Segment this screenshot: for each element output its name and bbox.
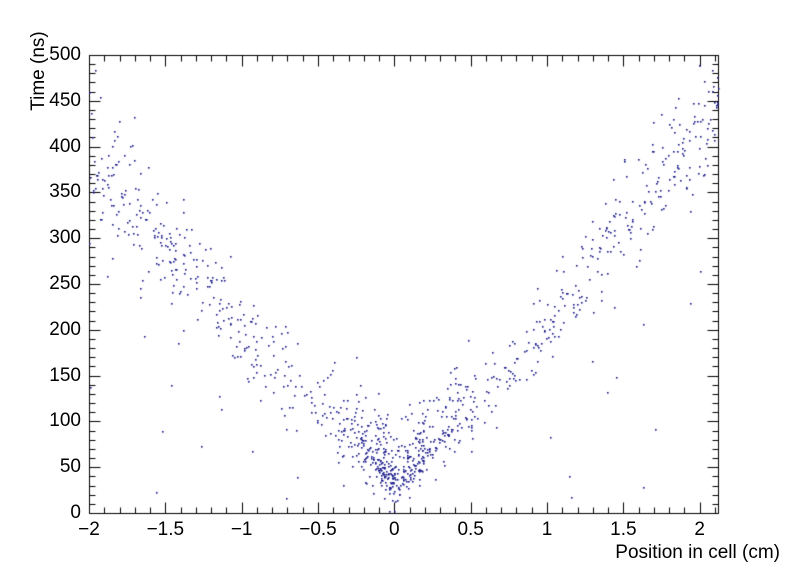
y-axis-title: Time (ns) [28, 31, 49, 111]
x-tick-label: 1 [541, 519, 553, 540]
x-tick-label: 0 [389, 519, 400, 540]
y-tick-label: 400 [49, 135, 81, 157]
x-axis-title: Position in cell (cm) [615, 542, 780, 563]
x-tick-label: −0.5 [299, 519, 337, 540]
y-tick-label: 100 [49, 410, 81, 432]
x-tick-label: −1.5 [146, 519, 185, 540]
x-tick-label: −2 [78, 519, 100, 540]
y-tick-label: 350 [49, 181, 81, 203]
x-tick-label: 2 [694, 519, 705, 540]
x-tick-label: 1.5 [610, 519, 637, 540]
y-tick-label: 300 [49, 227, 81, 249]
y-tick-label: 500 [49, 44, 81, 65]
y-tick-label: 200 [49, 318, 81, 340]
x-tick-label: −1 [230, 519, 253, 540]
y-tick-label: 250 [49, 273, 81, 294]
x-tick-label: 0.5 [457, 519, 484, 540]
y-tick-label: 150 [49, 364, 81, 386]
y-tick-label: 0 [70, 502, 81, 523]
y-tick-label: 450 [49, 89, 81, 111]
y-tick-label: 50 [59, 456, 81, 478]
